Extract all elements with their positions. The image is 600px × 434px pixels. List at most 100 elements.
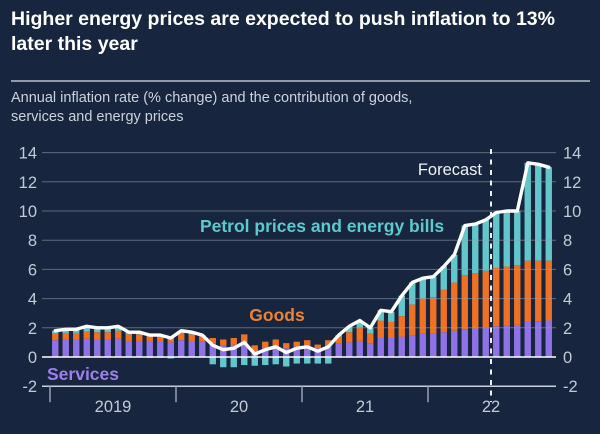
bar-segment <box>283 357 290 367</box>
bar-segment <box>524 260 531 322</box>
bar-segment <box>314 357 321 364</box>
bar-segment <box>220 339 227 346</box>
bar-segment <box>62 339 69 357</box>
y-tick-label-right: 12 <box>563 174 581 192</box>
chart-title: Higher energy prices are expected to pus… <box>11 8 555 56</box>
bar-segment <box>419 278 426 299</box>
x-tick-label: 2019 <box>95 398 132 416</box>
bar-segment <box>367 343 374 357</box>
bar-segment <box>115 326 122 331</box>
bar-segment <box>52 333 59 341</box>
bar-segment <box>335 336 342 344</box>
bar-segment <box>304 346 311 357</box>
bar-segment <box>104 327 111 333</box>
y-tick-label-left: 6 <box>28 261 37 279</box>
bar-segment <box>377 310 384 321</box>
y-tick-label-right: 10 <box>563 203 581 221</box>
bar-segment <box>62 332 69 340</box>
bar-segment <box>377 338 384 357</box>
bar-segment <box>419 333 426 357</box>
bar-segment <box>178 340 185 357</box>
bar-segment <box>188 334 195 341</box>
energy-label: Petrol prices and energy bills <box>200 216 444 236</box>
bar-segment <box>545 167 552 261</box>
bar-segment <box>136 334 143 341</box>
bar-segment <box>157 334 164 341</box>
bar-segment <box>472 273 479 329</box>
bar-segment <box>545 320 552 357</box>
bar-segment <box>104 339 111 357</box>
x-tick-label: 22 <box>482 398 500 416</box>
bar-segment <box>451 282 458 331</box>
bar-segment <box>482 270 489 328</box>
bar-segment <box>115 338 122 357</box>
bar-segment <box>346 342 353 357</box>
bar-segment <box>199 335 206 342</box>
bar-segment <box>493 267 500 327</box>
bar-segment <box>262 348 269 357</box>
bar-segment <box>178 332 185 341</box>
bar-segment <box>241 334 248 343</box>
bar-segment <box>125 334 132 341</box>
bar-segment <box>367 333 374 344</box>
bar-segment <box>230 357 237 368</box>
bar-segment <box>272 346 279 357</box>
bar-segment <box>346 332 353 343</box>
bar-segment <box>356 340 363 357</box>
bar-segment <box>461 275 468 330</box>
bar-segment <box>356 320 363 328</box>
bar-segment <box>94 339 101 357</box>
bar-segment <box>503 211 510 267</box>
total-inflation-line <box>53 161 551 356</box>
bar-segment <box>73 339 80 357</box>
bar-segment <box>272 339 279 347</box>
bar-segment <box>356 327 363 341</box>
bar-segment <box>94 327 101 333</box>
bar-segment <box>83 338 90 357</box>
bar-segment <box>514 211 521 266</box>
bar-segment <box>62 329 69 333</box>
y-tick-label-right: 6 <box>563 261 572 279</box>
bar-segment <box>451 254 458 283</box>
bar-segment <box>388 321 395 339</box>
y-tick-label-left: 4 <box>28 291 37 309</box>
bar-segment <box>83 331 90 339</box>
bar-segment <box>272 357 279 365</box>
bar-segment <box>241 342 248 357</box>
bar-segment <box>325 340 332 347</box>
bar-segment <box>535 321 542 357</box>
bar-segment <box>251 357 258 366</box>
bar-segment <box>52 340 59 357</box>
y-tick-label-right: 8 <box>563 232 572 250</box>
bar-segment <box>293 346 300 357</box>
services-label: Services <box>47 364 119 384</box>
bar-segment <box>440 332 447 357</box>
y-tick-label-left: 12 <box>19 174 37 192</box>
bar-segment <box>230 338 237 345</box>
bar-segment <box>524 162 531 261</box>
bar-segment <box>482 327 489 357</box>
bar-segment <box>115 330 122 339</box>
bar-segment <box>209 357 216 365</box>
y-tick-label-left: -2 <box>22 378 37 396</box>
bar-segment <box>304 357 311 364</box>
forecast-label: Forecast <box>418 161 483 179</box>
bar-segment <box>94 332 101 340</box>
bar-segment <box>188 340 195 357</box>
bar-segment <box>461 225 468 276</box>
bar-segment <box>136 340 143 357</box>
bar-segment <box>293 357 300 364</box>
goods-label: Goods <box>249 305 305 325</box>
bar-segment <box>419 298 426 334</box>
bar-segment <box>335 343 342 357</box>
bar-segment <box>388 311 395 322</box>
bar-segment <box>524 321 531 357</box>
bar-segment <box>472 224 479 274</box>
bar-segment <box>482 219 489 271</box>
y-tick-label-left: 10 <box>19 203 37 221</box>
bar-segment <box>398 336 405 357</box>
bar-segment <box>146 334 153 341</box>
bar-segment <box>398 316 405 337</box>
bar-segment <box>262 357 269 366</box>
